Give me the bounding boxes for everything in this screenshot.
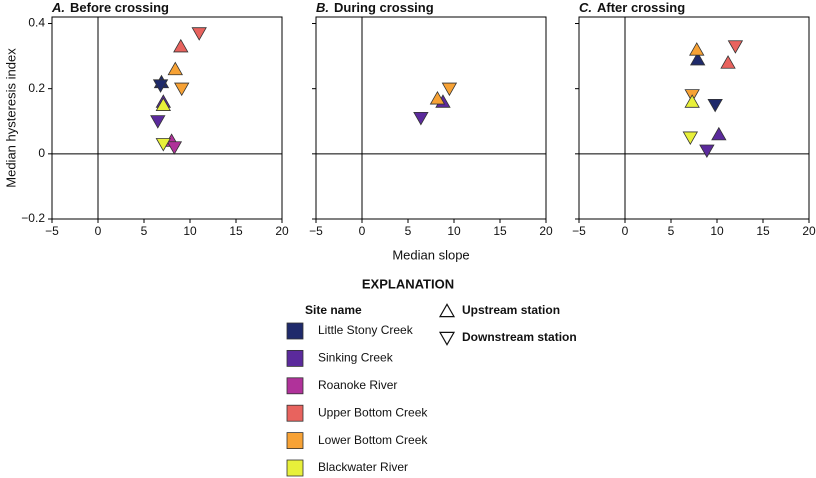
point [167,61,183,76]
x-tick-label: −5 [309,224,323,238]
panel-title: B. During crossing [316,0,434,15]
y-tick-label: 0 [38,146,45,160]
x-tick-label: 20 [275,224,289,238]
x-tick-label: 15 [756,224,770,238]
point [699,144,715,159]
legend-swatch [286,377,304,395]
x-tick-label: −5 [45,224,59,238]
x-tick-label: 5 [668,224,675,238]
x-tick-label: 15 [229,224,243,238]
x-tick-label: 15 [493,224,507,238]
x-tick-label: 10 [447,224,461,238]
x-tick-label: 0 [359,224,366,238]
point [429,90,446,105]
x-tick-label: 20 [802,224,816,238]
legend-heading: Site name [305,303,362,317]
y-tick-label: −0.2 [21,211,45,225]
x-tick-label: 20 [539,224,553,238]
panel-title-text: After crossing [597,0,685,15]
y-tick-label: 0.2 [28,81,45,95]
point [682,131,699,146]
point [155,97,172,111]
x-tick-label: 0 [622,224,629,238]
legend-swatch [286,459,304,477]
legend-swatch [286,349,304,367]
point [166,141,183,155]
legend-label: Lower Bottom Creek [318,433,428,447]
x-tick-label: 10 [710,224,724,238]
x-tick-label: 0 [95,224,102,238]
y-axis-label: Median hysteresis index [3,48,18,188]
plot-frame [51,16,283,220]
x-axis-label: Median slope [392,247,469,262]
x-tick-label: 5 [405,224,412,238]
legend-label: Blackwater River [318,460,408,474]
panel-letter: C. [579,0,592,15]
legend-label: Upstream station [462,303,560,317]
panel-title: A. Before crossing [51,0,169,15]
legend-label: Downstream station [462,330,577,344]
legend-swatch [286,432,304,450]
legend-label: Sinking Creek [318,351,394,365]
point [707,98,723,113]
point [684,94,700,108]
x-tick-label: −5 [572,224,586,238]
point [689,42,705,56]
point [711,126,727,141]
point [191,27,207,41]
point [155,138,172,152]
point [174,82,190,97]
point [727,40,744,54]
panel-title: C. After crossing [579,0,685,15]
point [720,55,736,69]
plot-frame [578,16,810,220]
point [413,112,429,126]
legend-title: EXPLANATION [362,276,454,291]
panel-title-text: During crossing [334,0,434,15]
point [441,82,458,97]
legend-label: Little Stony Creek [318,323,414,337]
legend-label: Roanoke River [318,378,397,392]
legend-marker [438,331,456,346]
panel-title-text: Before crossing [70,0,169,15]
x-tick-label: 5 [141,224,148,238]
panel-letter: A. [51,0,65,15]
plot-frame [315,16,547,220]
legend-swatch [286,404,304,422]
panel-letter: B. [316,0,329,15]
legend-marker [438,303,456,318]
point [689,51,706,66]
legend-label: Upper Bottom Creek [318,405,428,419]
point [173,38,189,53]
point [152,79,169,93]
y-tick-label: 0.4 [28,16,45,30]
x-tick-label: 10 [183,224,197,238]
point [150,115,166,129]
legend-swatch [286,322,304,340]
